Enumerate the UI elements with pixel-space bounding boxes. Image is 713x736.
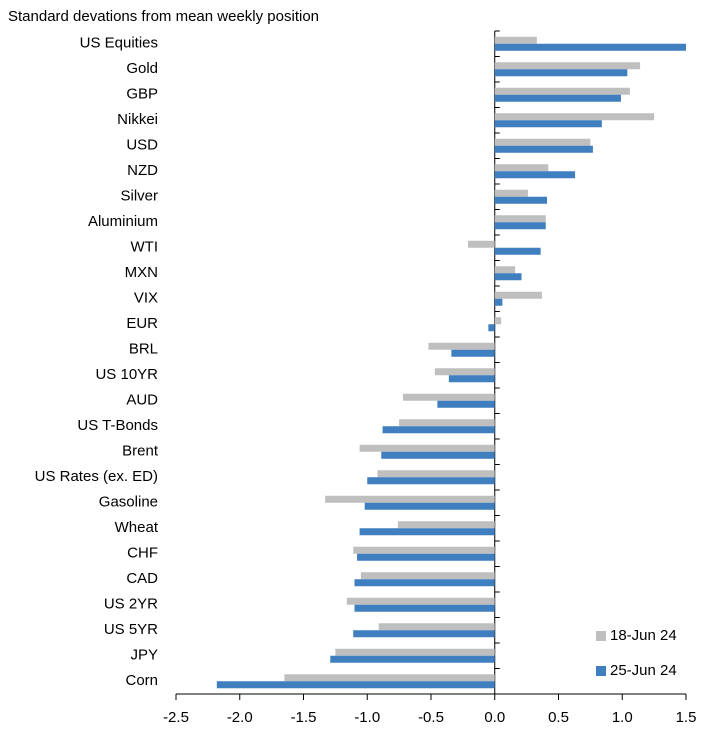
y-tick-label: US 10YR <box>95 366 158 383</box>
bar <box>494 138 591 146</box>
bar <box>402 393 495 401</box>
bar <box>367 477 495 485</box>
bar <box>494 189 528 197</box>
bar <box>434 368 495 376</box>
y-tick-label: US 5YR <box>104 621 158 638</box>
y-tick-label: Silver <box>120 188 158 205</box>
x-tick-label: -2.5 <box>163 709 189 726</box>
bar <box>494 87 630 95</box>
bar <box>360 572 495 580</box>
legend-label: 18-Jun 24 <box>610 627 677 644</box>
y-tick-label: Wheat <box>115 519 159 536</box>
bar <box>494 36 537 44</box>
bar <box>494 62 641 70</box>
legend-swatch <box>596 631 606 641</box>
bar <box>325 495 495 503</box>
bar <box>494 291 542 299</box>
y-tick-label: JPY <box>130 647 158 664</box>
bar <box>494 247 541 255</box>
x-tick-label: -1.5 <box>291 709 317 726</box>
bar <box>494 171 576 179</box>
y-tick-label: US Rates (ex. ED) <box>35 468 158 485</box>
bar <box>494 215 546 223</box>
y-tick-label: US T-Bonds <box>77 417 158 434</box>
y-tick-label: US Equities <box>80 35 158 52</box>
bar <box>494 120 602 128</box>
x-tick-label: 0.5 <box>548 709 569 726</box>
y-tick-label: AUD <box>126 392 158 409</box>
bar <box>284 674 495 682</box>
bar <box>451 349 495 357</box>
bar <box>437 400 495 408</box>
bar <box>488 324 495 332</box>
y-tick-label: NZD <box>127 162 158 179</box>
bar <box>494 266 516 274</box>
y-tick-label: EUR <box>126 315 158 332</box>
bar <box>397 521 495 529</box>
bar <box>382 426 495 434</box>
y-tick-label: Gasoline <box>99 494 158 511</box>
x-tick-label: 1.0 <box>612 709 633 726</box>
bar <box>346 597 495 605</box>
bar <box>216 681 495 689</box>
bar <box>354 579 495 587</box>
y-tick-label: CAD <box>126 570 158 587</box>
bar <box>359 528 495 536</box>
y-tick-label: Aluminium <box>88 213 158 230</box>
x-tick-label: -2.0 <box>227 709 253 726</box>
bar <box>378 623 495 631</box>
bar <box>335 648 495 656</box>
legend-swatch <box>596 666 606 676</box>
bar <box>354 604 495 612</box>
y-tick-label: MXN <box>125 264 158 281</box>
x-tick-label: 0.0 <box>484 709 505 726</box>
y-tick-label: GBP <box>126 86 158 103</box>
bar <box>359 444 495 452</box>
y-tick-label: Corn <box>125 672 158 689</box>
bar <box>494 145 593 153</box>
y-tick-label: Brent <box>122 443 159 460</box>
chart-title: Standard devations from mean weekly posi… <box>8 8 319 25</box>
bar <box>467 240 495 248</box>
bar <box>494 43 686 51</box>
x-tick-label: -0.5 <box>418 709 444 726</box>
bar <box>494 196 548 204</box>
bar <box>357 553 495 561</box>
bar <box>494 222 546 230</box>
y-tick-label: Gold <box>126 60 158 77</box>
bar <box>428 342 495 350</box>
y-tick-label: USD <box>126 137 158 154</box>
x-tick-label: -1.0 <box>354 709 380 726</box>
bar <box>399 419 495 427</box>
bar <box>364 502 495 510</box>
bar <box>448 375 495 383</box>
bar <box>353 630 495 638</box>
y-tick-label: Nikkei <box>117 111 158 128</box>
x-tick-label: 1.5 <box>676 709 697 726</box>
bar <box>381 451 495 459</box>
y-tick-label: VIX <box>134 290 158 307</box>
y-tick-label: US 2YR <box>104 596 158 613</box>
legend-label: 25-Jun 24 <box>610 662 677 679</box>
bar <box>494 317 502 325</box>
y-tick-label: BRL <box>129 341 158 358</box>
bar <box>494 94 621 102</box>
bar <box>353 546 495 554</box>
y-tick-label: WTI <box>131 239 159 256</box>
bar <box>330 655 495 663</box>
y-tick-label: CHF <box>127 545 158 562</box>
bar <box>494 113 655 121</box>
bar <box>494 69 628 77</box>
bar <box>377 470 495 478</box>
bar <box>494 273 522 281</box>
bar <box>494 298 503 306</box>
bar <box>494 164 549 172</box>
